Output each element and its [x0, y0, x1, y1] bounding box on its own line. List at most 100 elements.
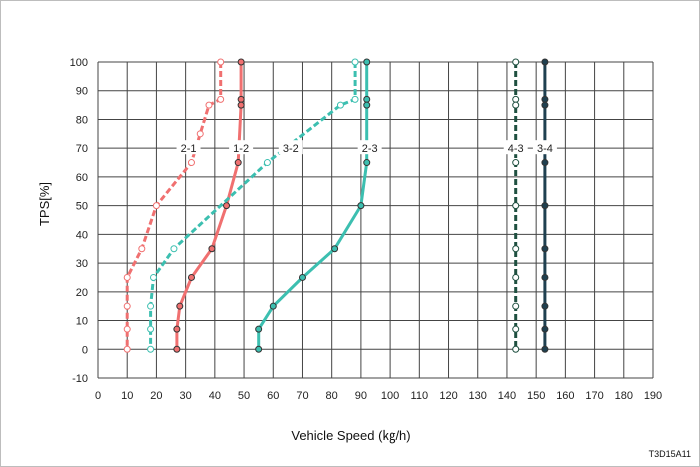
data-point — [298, 273, 306, 281]
data-point — [336, 101, 344, 109]
data-point — [237, 58, 245, 66]
data-point — [237, 101, 245, 109]
data-point — [123, 273, 131, 281]
data-point — [541, 345, 549, 353]
series-label-bg — [532, 140, 557, 155]
x-tick-label: 160 — [556, 390, 574, 402]
x-tick-label: 120 — [439, 390, 457, 402]
series-label-bg — [503, 140, 528, 155]
data-point — [541, 202, 549, 210]
data-point — [541, 95, 549, 103]
data-point — [512, 101, 520, 109]
x-tick-label: 80 — [326, 390, 338, 402]
series-label: 2-3 — [362, 143, 378, 155]
data-point — [217, 58, 225, 66]
series-label: 1-2 — [233, 143, 249, 155]
series-group — [123, 58, 549, 353]
data-point — [512, 95, 520, 103]
y-tick-label: 50 — [76, 201, 88, 213]
x-tick-label: 140 — [498, 390, 516, 402]
data-point — [512, 58, 520, 66]
data-point — [512, 273, 520, 281]
data-point — [541, 302, 549, 310]
data-point — [152, 202, 160, 210]
x-tick-label: 190 — [644, 390, 662, 402]
data-point — [351, 58, 359, 66]
data-point — [331, 245, 339, 253]
data-point — [187, 159, 195, 167]
data-point — [541, 273, 549, 281]
y-tick-label: 20 — [76, 287, 88, 299]
data-point — [363, 159, 371, 167]
data-point — [255, 325, 263, 333]
series-label: 3-4 — [537, 143, 553, 155]
figure-code: T3D15A11 — [649, 449, 691, 459]
data-point — [541, 245, 549, 253]
data-point — [269, 302, 277, 310]
y-tick-label: 100 — [70, 57, 88, 69]
data-point — [170, 245, 178, 253]
y-tick-label: 0 — [82, 344, 88, 356]
series-label-bg — [278, 140, 303, 155]
data-point — [357, 202, 365, 210]
x-tick-label: 20 — [150, 390, 162, 402]
data-point — [363, 95, 371, 103]
data-point — [123, 345, 131, 353]
x-tick-labels: 0 10 20 30 40 50 60 70 80 90 100 110 120 130 140 150 160… — [95, 390, 662, 402]
data-point — [173, 325, 181, 333]
y-tick-label: 60 — [76, 172, 88, 184]
data-point — [217, 95, 225, 103]
series-label: 3-2 — [283, 143, 299, 155]
x-tick-label: 40 — [209, 390, 221, 402]
data-point — [263, 159, 271, 167]
x-tick-label: 10 — [121, 390, 133, 402]
data-point — [512, 159, 520, 167]
x-tick-label: 150 — [527, 390, 545, 402]
y-tick-label: 70 — [76, 143, 88, 155]
data-point — [351, 95, 359, 103]
series-label: 2-1 — [181, 143, 197, 155]
data-point — [363, 101, 371, 109]
data-point — [363, 58, 371, 66]
data-point — [176, 302, 184, 310]
y-tick-label: 40 — [76, 229, 88, 241]
x-tick-label: 100 — [381, 390, 399, 402]
data-point — [512, 245, 520, 253]
data-point — [541, 159, 549, 167]
data-point — [255, 345, 263, 353]
x-tick-label: 70 — [296, 390, 308, 402]
data-point — [234, 159, 242, 167]
y-tick-label: 30 — [76, 258, 88, 270]
grid — [97, 61, 654, 379]
data-point — [237, 95, 245, 103]
data-point — [512, 202, 520, 210]
data-point — [187, 273, 195, 281]
x-tick-label: 0 — [95, 390, 101, 402]
x-tick-label: 130 — [469, 390, 487, 402]
x-tick-label: 50 — [238, 390, 250, 402]
data-point — [147, 325, 155, 333]
data-point — [150, 273, 157, 281]
series-label: 4-3 — [508, 143, 524, 155]
data-point — [147, 345, 155, 353]
data-point — [541, 101, 549, 109]
x-tick-label: 30 — [180, 390, 192, 402]
data-point — [123, 325, 131, 333]
y-tick-label: 90 — [76, 86, 88, 98]
data-point — [512, 325, 520, 333]
y-tick-label: -10 — [72, 373, 88, 385]
data-point — [541, 58, 549, 66]
data-point — [196, 130, 204, 138]
data-point — [541, 325, 549, 333]
y-tick-label: 10 — [76, 316, 88, 328]
y-axis-title: TPS[%] — [37, 182, 52, 226]
x-axis-title: Vehicle Speed (㎏/h) — [291, 428, 410, 444]
data-point — [147, 302, 155, 310]
x-tick-label: 90 — [355, 390, 367, 402]
x-tick-label: 170 — [585, 390, 603, 402]
x-tick-label: 110 — [411, 390, 429, 402]
data-point — [223, 202, 231, 210]
data-point — [208, 245, 216, 253]
